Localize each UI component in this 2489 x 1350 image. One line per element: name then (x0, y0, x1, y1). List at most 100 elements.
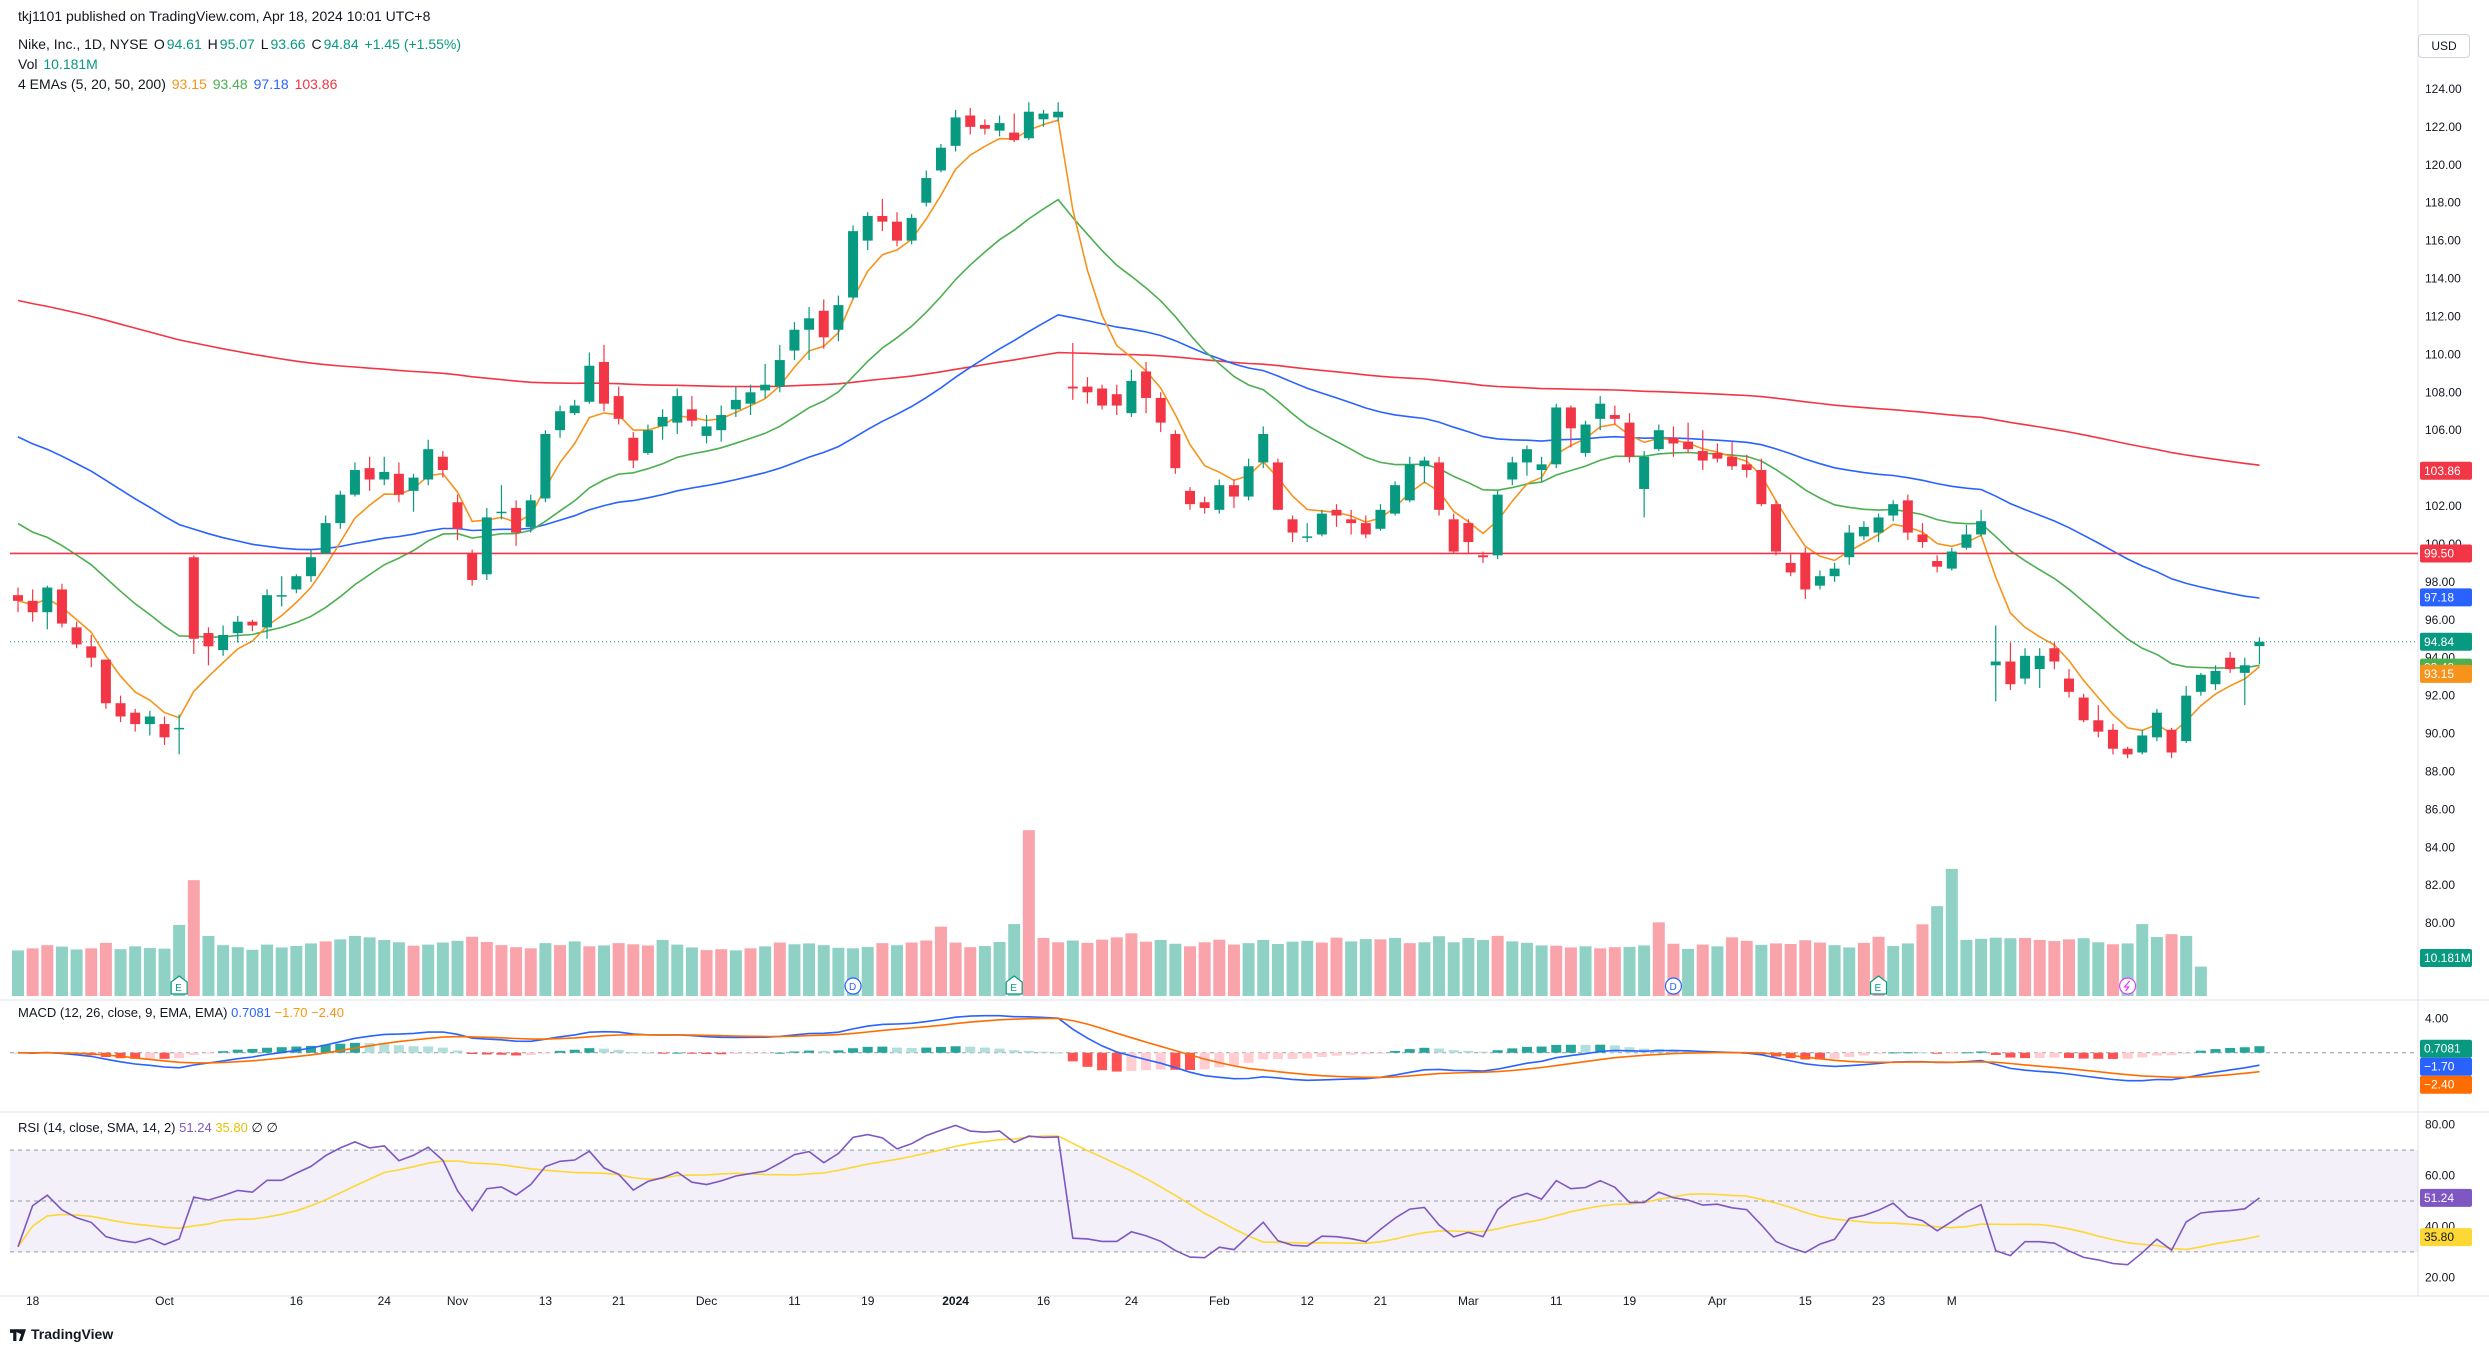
macd-histogram-bar (203, 1052, 214, 1054)
time-tick-label: 13 (539, 1294, 553, 1308)
candle-body (1316, 513, 1327, 535)
time-tick-label: Mar (1458, 1294, 1479, 1308)
price-tick-label: 96.00 (2425, 613, 2455, 627)
price-tick-label: 106.00 (2425, 423, 2462, 437)
macd-histogram-bar (1126, 1052, 1137, 1071)
macd-histogram-bar (2078, 1052, 2089, 1059)
volume-bar (231, 947, 244, 996)
candle-body (1932, 561, 1943, 567)
macd-histogram-bar (1434, 1048, 1445, 1053)
volume-bar (480, 941, 493, 996)
candle-body (1727, 456, 1738, 467)
volume-bar (729, 950, 742, 996)
open-value: 94.61 (166, 36, 202, 52)
volume-bar (2092, 942, 2105, 996)
time-tick-label: 21 (1374, 1294, 1388, 1308)
macd-histogram-bar (262, 1047, 273, 1053)
price-tick-label: 82.00 (2425, 878, 2455, 892)
volume-bar (524, 948, 537, 996)
candle-body (27, 600, 38, 613)
volume-bar (1198, 942, 1211, 996)
candle-body (1507, 462, 1518, 480)
volume-bar (876, 943, 889, 996)
volume-bar (978, 946, 991, 996)
price-label-text: 97.18 (2424, 590, 2454, 604)
candle-body (408, 477, 419, 491)
macd-histogram-bar (1976, 1051, 1987, 1053)
volume-bar (773, 942, 786, 996)
macd-histogram-bar (686, 1052, 697, 1054)
volume-bar (114, 949, 127, 996)
volume-value: 10.181M (43, 56, 98, 72)
macd-histogram-bar (452, 1050, 463, 1053)
tradingview-logo: TradingView (10, 1326, 113, 1342)
volume-bar (1022, 830, 1035, 996)
candle-body (1609, 415, 1620, 419)
macd-histogram-bar (1082, 1052, 1093, 1067)
open-label: O (153, 36, 165, 52)
candle-body (686, 409, 697, 421)
candle-body (2034, 655, 2045, 670)
currency-button[interactable]: USD (2418, 34, 2470, 58)
candle-body (130, 712, 141, 725)
macd-histogram-bar (642, 1052, 653, 1054)
candle-body (2122, 748, 2133, 755)
candle-body (2225, 657, 2236, 670)
candle-body (789, 329, 800, 351)
rsi-tick-label: 60.00 (2425, 1169, 2455, 1183)
volume-bar (305, 943, 317, 996)
candle-body (1170, 434, 1181, 469)
volume-bar (598, 945, 610, 996)
ema200-value: 103.86 (294, 76, 338, 92)
candle-body (1097, 388, 1108, 406)
macd-histogram-bar (2107, 1052, 2118, 1059)
candle-body (1565, 407, 1576, 429)
ema20-line (17, 198, 2260, 669)
macd-histogram-bar (423, 1046, 434, 1053)
volume-bar (1960, 939, 1973, 996)
candle-body (525, 500, 536, 527)
candle-body (1214, 485, 1225, 510)
volume-bar (1594, 948, 1607, 996)
volume-bar (2063, 939, 2075, 996)
candle-body (1814, 576, 1825, 586)
publisher-line: tkj1101 published on TradingView.com, Ap… (18, 8, 432, 24)
ema-line: 4 EMAs (5, 20, 50, 200) 93.15 93.48 97.1… (18, 76, 339, 92)
dividend-marker (1664, 977, 1683, 995)
price-tick-label: 118.00 (2425, 196, 2461, 210)
candle-body (2093, 720, 2104, 732)
rsi-label-tag (2420, 1188, 2472, 1207)
rsi-label-text: 51.24 (2424, 1191, 2454, 1205)
volume-bar (1638, 945, 1651, 996)
candle-body (1653, 430, 1664, 450)
macd-histogram-bar (1580, 1044, 1591, 1053)
earnings-marker (170, 975, 188, 995)
volume-bar (993, 941, 1006, 996)
macd-histogram-bar (1683, 1050, 1694, 1053)
macd-histogram-bar (892, 1047, 902, 1053)
macd-histogram-bar (511, 1052, 522, 1056)
macd-histogram-bar (979, 1047, 990, 1053)
candle-body (320, 523, 331, 554)
candle-body (1624, 422, 1635, 457)
candle-body (1419, 460, 1430, 467)
high-label: H (207, 36, 218, 52)
macd-histogram-bar (994, 1048, 1005, 1053)
low-label: L (260, 36, 269, 52)
volume-bar (55, 946, 68, 996)
macd-histogram-bar (1141, 1052, 1152, 1071)
price-label-text: 94.84 (2424, 635, 2454, 649)
macd-value: 0.7081 (231, 1005, 271, 1020)
candle-body (1873, 517, 1884, 533)
macd-histogram-bar (935, 1046, 946, 1053)
candle-body (1199, 502, 1210, 508)
macd-histogram-bar (1009, 1050, 1020, 1053)
volume-bar (1784, 944, 1797, 996)
candle-body (2166, 729, 2177, 753)
macd-histogram-bar (247, 1048, 258, 1053)
macd-histogram-bar (1858, 1052, 1869, 1056)
volume-bar (1389, 937, 1402, 996)
volume-bar (2048, 941, 2061, 996)
